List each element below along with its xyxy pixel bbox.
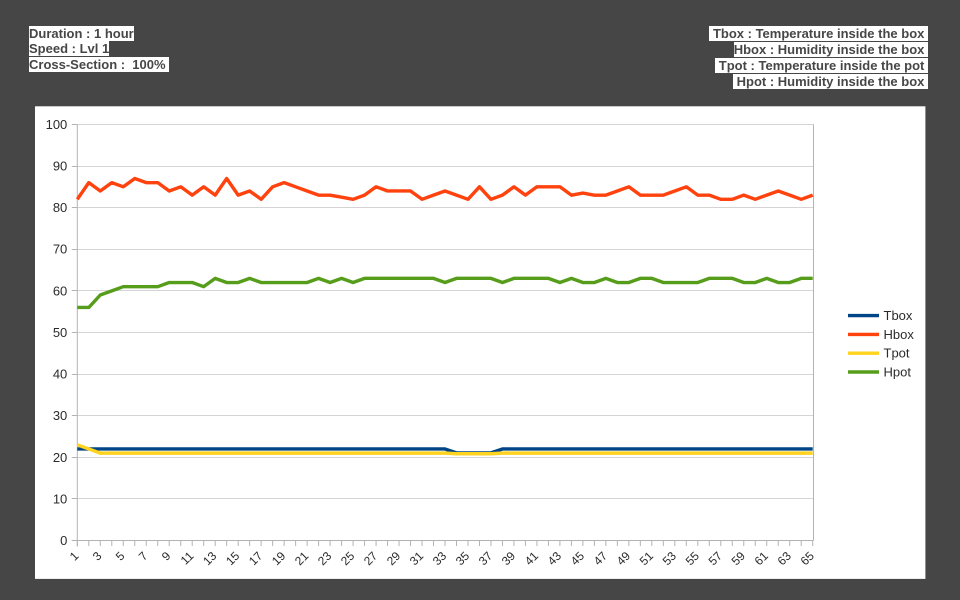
svg-text:100: 100 bbox=[46, 117, 68, 132]
svg-text:60: 60 bbox=[53, 283, 67, 298]
svg-text:30: 30 bbox=[53, 408, 67, 423]
svg-text:Tpot: Tpot bbox=[884, 346, 910, 361]
svg-text:0: 0 bbox=[60, 533, 67, 548]
svg-text:Tbox: Tbox bbox=[884, 308, 913, 323]
svg-text:20: 20 bbox=[53, 450, 67, 465]
svg-text:10: 10 bbox=[53, 491, 67, 506]
svg-text:Hbox: Hbox bbox=[884, 327, 915, 342]
svg-text:50: 50 bbox=[53, 325, 67, 340]
svg-text:Hpot: Hpot bbox=[884, 365, 912, 380]
svg-text:80: 80 bbox=[53, 200, 67, 215]
svg-text:70: 70 bbox=[53, 242, 67, 257]
svg-text:40: 40 bbox=[53, 367, 67, 382]
svg-text:90: 90 bbox=[53, 159, 67, 174]
